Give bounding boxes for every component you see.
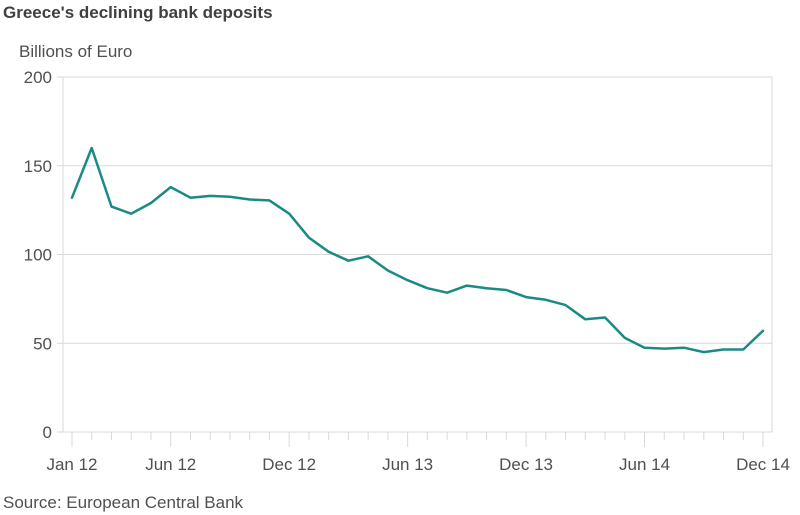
y-tick-label: 100 <box>24 246 52 265</box>
x-tick-label: Dec 12 <box>262 455 316 474</box>
source-note: Source: European Central Bank <box>3 493 244 512</box>
x-tick-label: Jan 12 <box>46 455 97 474</box>
plot-frame <box>62 76 773 433</box>
x-tick-label: Dec 13 <box>499 455 553 474</box>
x-tick-label: Dec 14 <box>736 455 790 474</box>
y-tick-label: 50 <box>33 334 52 353</box>
y-gridlines <box>57 76 772 433</box>
x-tick-label: Jun 12 <box>145 455 196 474</box>
y-tick-label: 150 <box>24 157 52 176</box>
deposits-series-line <box>70 146 765 354</box>
y-axis-tick-labels: 0 50 100 150 200 <box>24 68 52 442</box>
chart-title: Greece's declining bank deposits <box>3 3 273 22</box>
y-tick-label: 200 <box>24 68 52 87</box>
y-axis-unit-label: Billions of Euro <box>19 42 133 61</box>
x-tick-label: Jun 14 <box>619 455 670 474</box>
x-tick-label: Jun 13 <box>382 455 433 474</box>
y-tick-label: 0 <box>43 423 52 442</box>
x-axis-ticks <box>71 432 764 447</box>
x-axis-tick-labels: Jan 12 Jun 12 Dec 12 Jun 13 Dec 13 Jun 14 Dec … <box>46 455 789 474</box>
